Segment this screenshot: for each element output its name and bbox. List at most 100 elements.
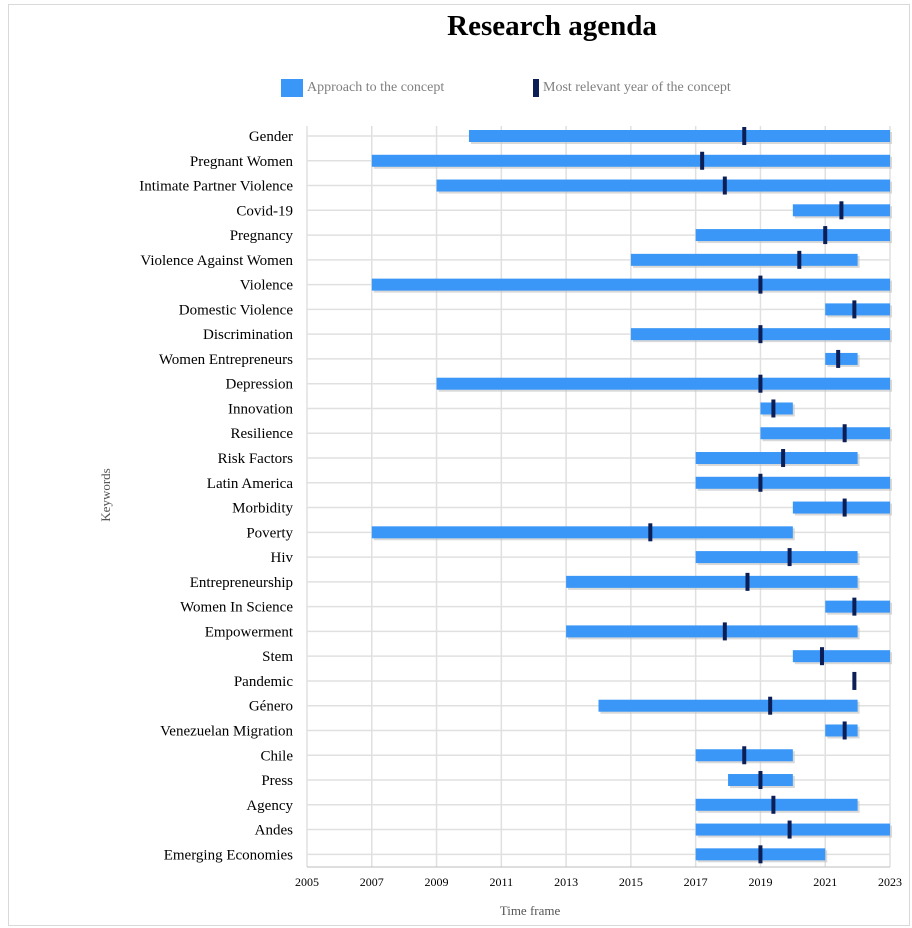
relevant-year-marker	[648, 523, 653, 542]
keyword-label: Morbidity	[232, 501, 293, 517]
relevant-year-marker	[842, 498, 847, 517]
relevant-year-marker	[742, 746, 747, 765]
x-tick-label: 2007	[360, 875, 384, 889]
keyword-label: Pregnant Women	[190, 154, 294, 170]
bars	[371, 130, 892, 863]
keyword-label: Covid-19	[236, 203, 293, 219]
range-bar	[630, 253, 858, 266]
keyword-label: Gender	[249, 129, 293, 145]
range-bar	[760, 427, 890, 440]
relevant-year-marker	[852, 597, 857, 616]
keyword-label: Intimate Partner Violence	[139, 179, 293, 195]
relevant-year-marker	[852, 300, 857, 319]
relevant-year-marker	[836, 349, 841, 368]
relevant-year-marker	[797, 250, 802, 269]
range-bar	[792, 501, 890, 514]
range-bar	[371, 154, 890, 167]
range-bar	[566, 575, 858, 588]
markers	[648, 127, 857, 864]
x-tick-label: 2009	[425, 875, 449, 889]
relevant-year-marker	[758, 275, 763, 294]
legend-range-label: Approach to the concept	[307, 80, 445, 95]
keyword-label: Depression	[226, 377, 294, 393]
relevant-year-marker	[787, 548, 792, 567]
x-ticks: 2005 2007 2009 2011 2013 2015 2017 2019 2021 2023	[295, 866, 902, 889]
x-tick-label: 2015	[619, 875, 643, 889]
keyword-label: Venezuelan Migration	[160, 723, 293, 739]
range-bar	[695, 476, 890, 489]
keyword-label: Latin America	[207, 476, 294, 492]
relevant-year-marker	[742, 127, 747, 145]
range-bar	[792, 650, 890, 663]
keyword-label: Pregnancy	[230, 228, 294, 244]
range-bar	[760, 402, 793, 415]
relevant-year-marker	[758, 374, 763, 393]
relevant-year-marker	[819, 647, 824, 666]
relevant-year-marker	[787, 820, 792, 839]
legend-marker-label: Most relevant year of the concept	[543, 80, 731, 95]
keyword-label: Violence Against Women	[140, 253, 293, 269]
relevant-year-marker	[758, 845, 763, 864]
range-bar	[598, 699, 858, 712]
range-bar	[825, 724, 858, 737]
keyword-label: Domestic Violence	[179, 302, 294, 318]
keyword-label: Hiv	[271, 550, 294, 566]
x-tick-label: 2017	[684, 875, 708, 889]
keyword-label: Discrimination	[203, 327, 293, 343]
x-tick-label: 2021	[813, 875, 837, 889]
relevant-year-marker	[771, 399, 776, 418]
range-bar	[436, 179, 890, 192]
range-bar	[695, 452, 858, 465]
keyword-label: Stem	[262, 649, 293, 665]
x-tick-label: 2023	[878, 875, 902, 889]
relevant-year-marker	[823, 226, 828, 245]
range-bar	[825, 600, 890, 613]
keyword-label: Género	[249, 699, 293, 715]
x-tick-label: 2005	[295, 875, 319, 889]
relevant-year-marker	[758, 473, 763, 492]
range-bar	[825, 303, 890, 316]
relevant-year-marker	[758, 325, 763, 344]
keyword-label: Innovation	[228, 401, 293, 417]
range-bar	[371, 526, 793, 539]
relevant-year-marker	[700, 151, 705, 170]
legend-marker-swatch	[533, 79, 539, 97]
chart-title: Research agenda	[447, 10, 657, 42]
keyword-label: Women In Science	[180, 600, 293, 616]
relevant-year-marker	[771, 795, 776, 814]
keyword-label: Risk Factors	[218, 451, 294, 467]
range-bar	[468, 130, 890, 142]
y-axis-title: Keywords	[98, 468, 113, 521]
keyword-label: Pandemic	[234, 674, 293, 690]
keyword-label: Empowerment	[205, 624, 294, 640]
x-tick-label: 2019	[748, 875, 772, 889]
relevant-year-marker	[852, 671, 857, 690]
relevant-year-marker	[758, 771, 763, 790]
range-bar	[566, 625, 858, 638]
legend-item-marker: Most relevant year of the concept	[533, 78, 731, 98]
keyword-label: Violence	[240, 278, 294, 294]
keyword-label: Resilience	[231, 426, 294, 442]
keyword-label: Entrepreneurship	[190, 575, 293, 591]
relevant-year-marker	[842, 424, 847, 443]
relevant-year-marker	[842, 721, 847, 740]
range-bar	[695, 229, 890, 242]
relevant-year-marker	[722, 176, 727, 195]
x-tick-label: 2013	[554, 875, 578, 889]
range-bar	[371, 278, 890, 291]
relevant-year-marker	[745, 572, 750, 591]
legend-item-range: Approach to the concept	[281, 78, 444, 98]
relevant-year-marker	[722, 622, 727, 641]
x-axis-title: Time frame	[500, 903, 561, 918]
keyword-labels: Gender Pregnant Women Intimate Partner Vio…	[139, 129, 294, 863]
keyword-label: Agency	[246, 798, 293, 814]
keyword-label: Poverty	[246, 525, 293, 541]
keyword-label: Press	[261, 773, 293, 789]
range-bar	[695, 798, 858, 811]
range-bar	[436, 377, 890, 390]
range-bar	[695, 823, 890, 836]
relevant-year-marker	[768, 696, 773, 715]
keyword-label: Chile	[261, 748, 294, 764]
x-tick-label: 2011	[490, 875, 514, 889]
